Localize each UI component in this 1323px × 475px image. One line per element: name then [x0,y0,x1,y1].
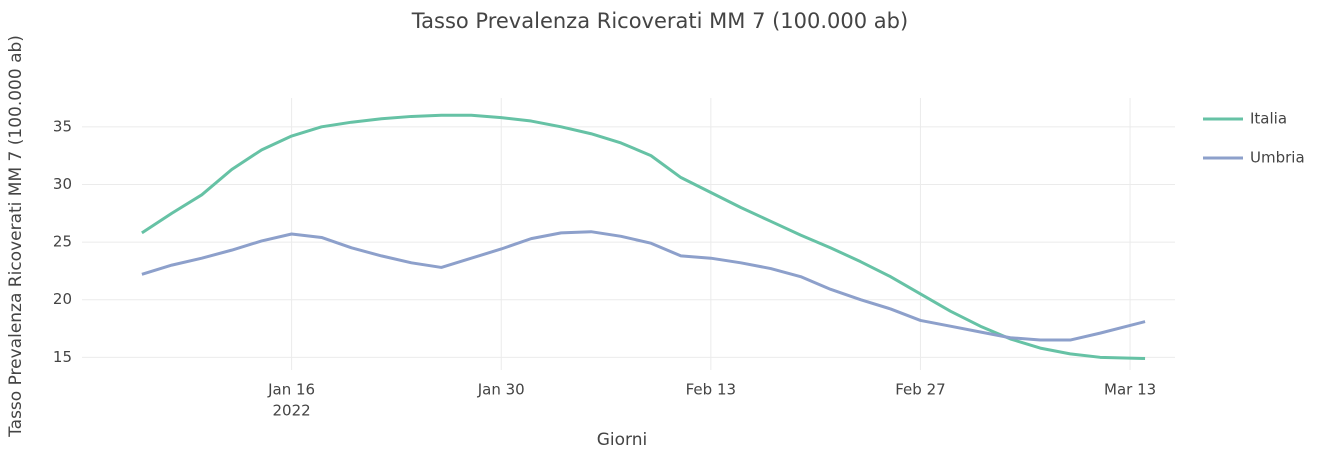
x-tick-label: Mar 13 [1104,381,1156,399]
series-line [141,230,1146,342]
y-tick-label: 20 [53,290,72,308]
y-tick-label: 25 [53,233,72,251]
y-tick-label: 15 [53,348,72,366]
x-tick-label: Jan 16 [267,381,315,399]
x-tick-label: Feb 27 [895,381,945,399]
series-line [141,113,1146,360]
y-axis-title: Tasso Prevalenza Ricoverati MM 7 (100.00… [6,35,26,438]
x-tick-label: Feb 13 [686,381,736,399]
y-tick-label: 30 [53,175,72,193]
x-tick-label: Jan 30 [477,381,525,399]
y-tick-label: 35 [53,117,72,135]
x-axis-title: Giorni [597,430,648,450]
chart-title: Tasso Prevalenza Ricoverati MM 7 (100.00… [411,9,908,33]
legend-label: Umbria [1250,149,1305,167]
legend-label: Italia [1250,110,1287,128]
x-year-label: 2022 [273,402,311,420]
